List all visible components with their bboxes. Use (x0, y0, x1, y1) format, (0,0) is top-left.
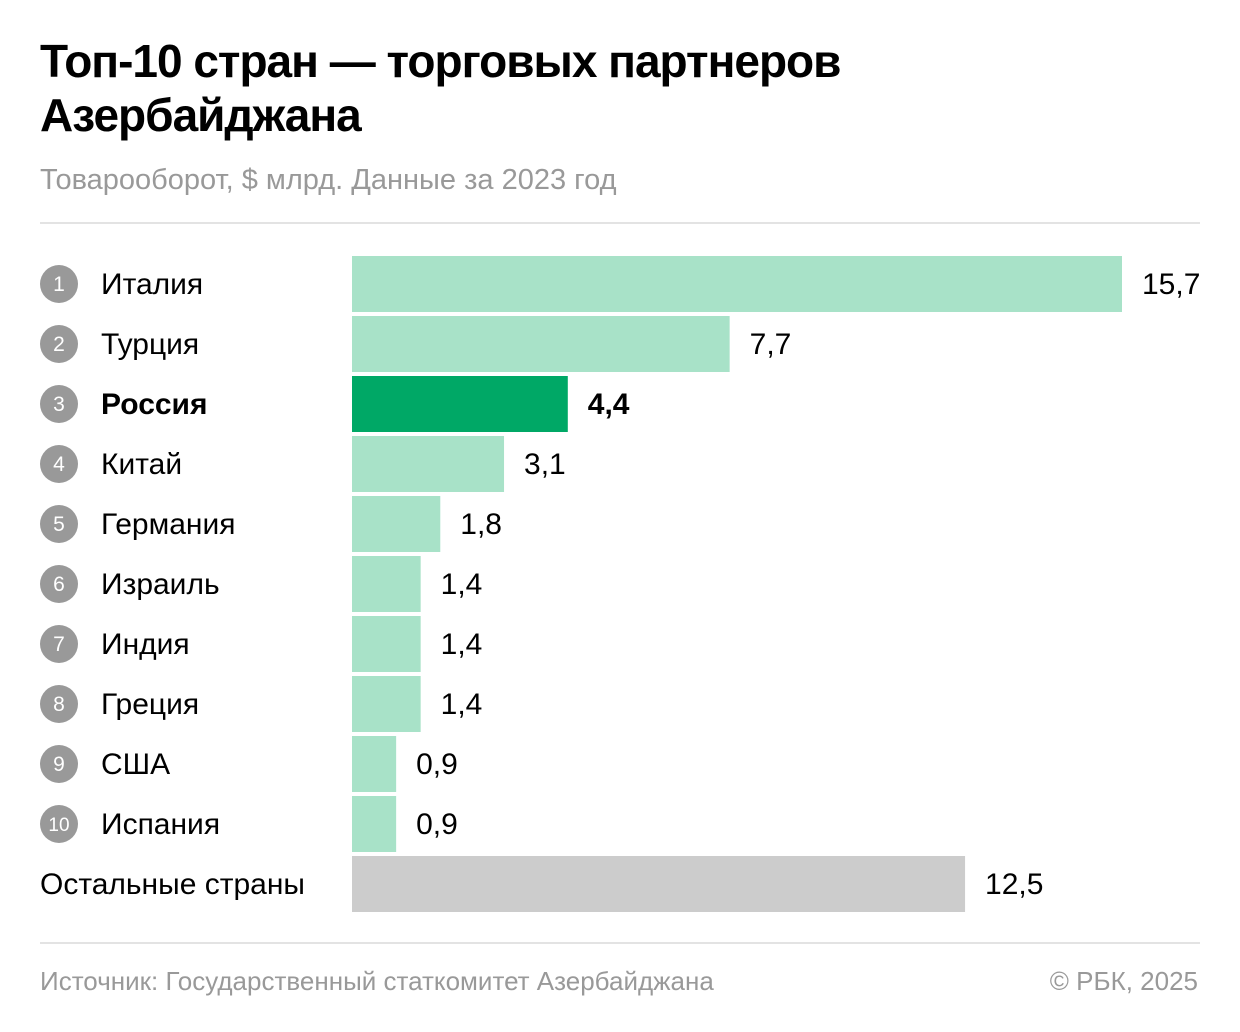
bar-row: Остальные страны 12,5 (40, 856, 1043, 912)
category-label: Израиль (101, 568, 220, 601)
bar-row: 4 Китай 3,1 (40, 436, 566, 492)
value-label: 3,1 (524, 448, 566, 481)
value-label: 7,7 (750, 328, 792, 361)
rank-badge (40, 625, 78, 663)
rank-badge (40, 265, 78, 303)
rank-badge (40, 445, 78, 483)
value-label: 0,9 (416, 808, 458, 841)
rank-badge (40, 805, 78, 843)
bar (352, 256, 1122, 312)
bar (352, 376, 568, 432)
rank-number: 6 (53, 573, 65, 596)
bar-row: 9 США 0,9 (40, 736, 458, 792)
value-label: 4,4 (588, 388, 630, 421)
rank-badge (40, 685, 78, 723)
category-label: Греция (101, 688, 199, 721)
bar (352, 856, 966, 912)
rank-badge (40, 505, 78, 543)
copyright: © РБК, 2025 (1049, 966, 1198, 996)
category-label: Остальные страны (40, 868, 305, 901)
rank-number: 10 (48, 815, 69, 836)
bar (352, 556, 421, 612)
bar-row: 8 Греция 1,4 (40, 676, 482, 732)
rank-number: 7 (53, 633, 65, 656)
rank-badge (40, 325, 78, 363)
bar-row: 7 Индия 1,4 (40, 616, 482, 672)
value-label: 0,9 (416, 748, 458, 781)
bar-row: 10 Испания 0,9 (40, 796, 458, 852)
category-label: Германия (101, 508, 236, 541)
rank-badge (40, 565, 78, 603)
bar-row: 2 Турция 7,7 (40, 316, 791, 372)
rank-badge (40, 745, 78, 783)
bar-row: 3 Россия 4,4 (40, 376, 630, 432)
category-label: Россия (101, 388, 208, 421)
bar (352, 496, 441, 552)
rank-number: 1 (53, 273, 65, 296)
source-note: Источник: Государственный статкомитет Аз… (40, 966, 714, 996)
rank-number: 5 (53, 513, 65, 536)
bar-row: 6 Израиль 1,4 (40, 556, 482, 612)
bar (352, 316, 730, 372)
value-label: 1,4 (441, 628, 483, 661)
category-label: Индия (101, 628, 190, 661)
chart-subtitle: Товарооборот, $ млрд. Данные за 2023 год (40, 164, 617, 196)
category-label: Италия (101, 268, 203, 301)
bar (352, 436, 505, 492)
bottom-divider (40, 942, 1200, 944)
value-label: 15,7 (1142, 268, 1200, 301)
bar-row: 5 Германия 1,8 (40, 496, 502, 552)
value-label: 1,4 (441, 568, 483, 601)
category-label: Турция (101, 328, 199, 361)
category-label: Испания (101, 808, 220, 841)
bar (352, 736, 397, 792)
value-label: 1,8 (460, 508, 502, 541)
value-label: 1,4 (441, 688, 483, 721)
bar (352, 796, 397, 852)
value-label: 12,5 (985, 868, 1043, 901)
category-label: США (101, 748, 170, 781)
rank-number: 3 (53, 393, 65, 416)
rank-number: 2 (53, 333, 65, 356)
category-label: Китай (101, 448, 182, 481)
rank-number: 8 (53, 693, 65, 716)
rank-number: 4 (53, 453, 65, 476)
bar (352, 676, 421, 732)
top-divider (40, 222, 1200, 224)
rank-number: 9 (53, 753, 65, 776)
bar (352, 616, 421, 672)
rank-badge (40, 385, 78, 423)
chart-title: Топ-10 стран — торговых партнеров Азерба… (40, 35, 841, 141)
bar-row: 1 Италия 15,7 (40, 256, 1200, 312)
